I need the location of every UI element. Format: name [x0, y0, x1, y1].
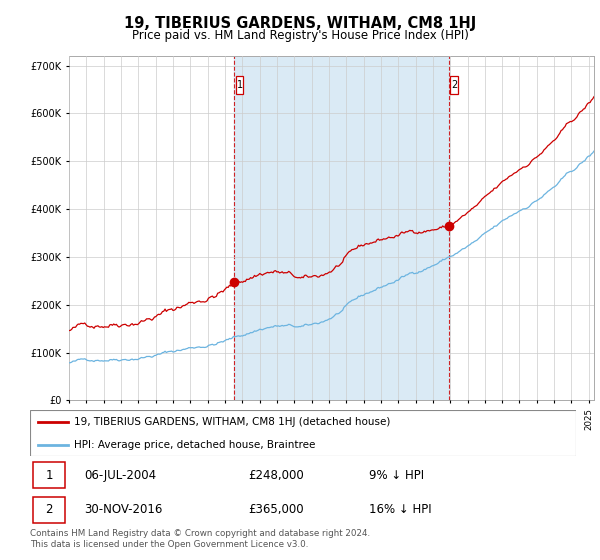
Text: 9% ↓ HPI: 9% ↓ HPI: [368, 469, 424, 482]
Text: 1: 1: [236, 80, 242, 90]
FancyBboxPatch shape: [33, 462, 65, 488]
Text: 2: 2: [451, 80, 457, 90]
Text: 06-JUL-2004: 06-JUL-2004: [85, 469, 157, 482]
Text: 2: 2: [46, 503, 53, 516]
FancyBboxPatch shape: [450, 76, 458, 94]
FancyBboxPatch shape: [33, 497, 65, 523]
Text: £365,000: £365,000: [248, 503, 304, 516]
Text: 30-NOV-2016: 30-NOV-2016: [85, 503, 163, 516]
FancyBboxPatch shape: [30, 410, 576, 456]
Text: Contains HM Land Registry data © Crown copyright and database right 2024.
This d: Contains HM Land Registry data © Crown c…: [30, 529, 370, 549]
Text: 1: 1: [46, 469, 53, 482]
Text: HPI: Average price, detached house, Braintree: HPI: Average price, detached house, Brai…: [74, 440, 315, 450]
Text: 19, TIBERIUS GARDENS, WITHAM, CM8 1HJ (detached house): 19, TIBERIUS GARDENS, WITHAM, CM8 1HJ (d…: [74, 417, 390, 427]
Text: £248,000: £248,000: [248, 469, 304, 482]
Bar: [234, 56, 449, 400]
FancyBboxPatch shape: [236, 76, 244, 94]
Text: 19, TIBERIUS GARDENS, WITHAM, CM8 1HJ: 19, TIBERIUS GARDENS, WITHAM, CM8 1HJ: [124, 16, 476, 31]
Text: Price paid vs. HM Land Registry's House Price Index (HPI): Price paid vs. HM Land Registry's House …: [131, 29, 469, 42]
Text: 16% ↓ HPI: 16% ↓ HPI: [368, 503, 431, 516]
